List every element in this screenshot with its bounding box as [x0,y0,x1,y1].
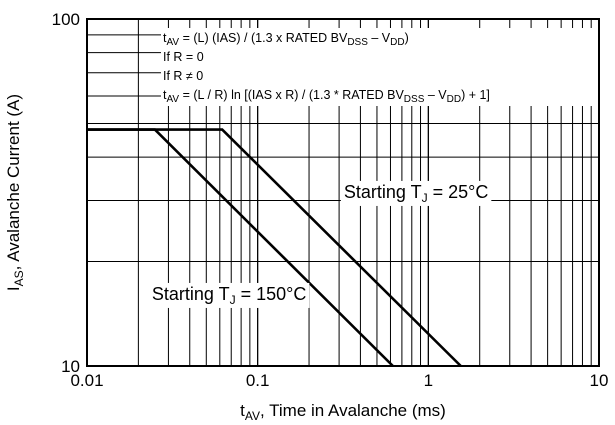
annotation-text: t [163,88,167,102]
annotation-text: If R ≠ 0 [163,69,203,83]
axis-label-text: t [240,401,245,420]
x-tick-label: 0.1 [246,371,270,390]
annotation-subscript: DD [390,37,404,48]
annotation-text: = (L) (IAS) / (1.3 x RATED BV [179,31,348,45]
annotation-background [161,28,598,106]
annotation-text: If R = 0 [163,50,204,64]
x-axis-label: tAV, Time in Avalanche (ms) [240,401,446,423]
y-tick-label: 100 [52,10,80,29]
x-tick-label: 0.01 [70,371,103,390]
annotation-subscript: DSS [404,94,425,105]
y-axis-label: IAS, Avalanche Current (A) [4,94,26,291]
axis-label-subscript: AS [12,270,26,286]
annotation-text: – V [424,88,447,102]
annotation-subscript: DD [447,94,461,105]
annotation-text: ) [405,31,409,45]
axis-label-text: , Avalanche Current (A) [4,94,23,270]
annotation-line: If R = 0 [163,50,204,64]
series [87,128,462,367]
annotation-line: tAV = (L) (IAS) / (1.3 x RATED BVDSS – V… [163,31,409,48]
annotation-subscript: AV [166,94,179,105]
curve-label-text: = 25°C [428,182,489,202]
y-tick-label: 10 [61,357,80,376]
annotation-text: ) + 1] [461,88,490,102]
curve-label-background [148,282,310,308]
x-tick-label: 1 [424,371,433,390]
curve-label-text: = 150°C [236,284,307,304]
annotation-line: tAV = (L / R) ln [(IAS x R) / (1.3 * RAT… [163,88,490,105]
series-line-2 [87,128,394,367]
annotation-subscript: AV [166,37,179,48]
curve-label-subscript: J [230,293,236,307]
axis-label-text: , Time in Avalanche (ms) [260,401,446,420]
axis-label-subscript: AV [245,409,260,423]
annotation-line: If R ≠ 0 [163,69,203,83]
plot-frame [86,18,600,367]
axis-label-text: I [4,286,23,291]
x-tick-label: 10 [590,371,609,390]
curve-label-2: Starting TJ = 150°C [152,284,306,307]
annotation-text: = (L / R) ln [(IAS x R) / (1.3 * RATED B… [179,88,404,102]
annotation-text: t [163,31,167,45]
curve-label-background [340,180,492,206]
curve-label-subscript: J [422,191,428,205]
curve-label-1: Starting TJ = 25°C [344,182,488,205]
annotation-subscript: DSS [347,37,368,48]
curve-label-text: Starting T [152,284,230,304]
annotations: tAV = (L) (IAS) / (1.3 x RATED BVDSS – V… [161,28,598,106]
tick-labels: 0.01 0.1 1 10 10 100 [52,10,609,390]
curve-label-text: Starting T [344,182,422,202]
annotation-text: – V [368,31,391,45]
